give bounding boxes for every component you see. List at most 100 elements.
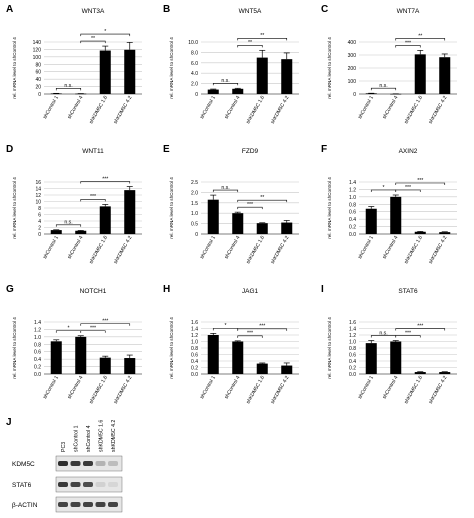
y-tick-label: 0.0 — [349, 232, 356, 238]
x-tick-label: shControl 1 — [199, 375, 217, 400]
x-tick-label: shControl 4 — [223, 375, 241, 400]
x-tick-label: shKDM5C 4.2 — [113, 95, 134, 125]
y-tick-label: 1.6 — [191, 320, 198, 326]
panel-letter: H — [163, 284, 170, 295]
y-tick-label: 1.0 — [191, 340, 198, 346]
significance-bracket — [80, 330, 106, 333]
x-tick-label: shControl 4 — [381, 95, 399, 120]
blot-band — [58, 461, 68, 466]
blot-band — [95, 502, 106, 507]
bar — [281, 59, 293, 94]
x-tick-label: shKDM5C 1.6 — [245, 375, 266, 405]
x-tick-label: shControl 4 — [66, 235, 84, 260]
y-tick-label: 1.0 — [34, 335, 41, 341]
bar — [281, 365, 293, 374]
x-tick-label: shKDM5C 1.6 — [88, 235, 109, 265]
x-tick-label: shControl 1 — [357, 95, 375, 120]
significance-bracket — [237, 335, 263, 338]
significance-bracket — [80, 181, 131, 184]
y-tick-label: 2.0 — [191, 190, 198, 196]
panel-e: E FZD9 0 0.5 1.0 1.5 2.0 2.5 rel. mRNA level to … — [163, 144, 299, 265]
bar — [232, 341, 244, 374]
bar — [207, 199, 219, 234]
y-tick-label: 0.2 — [349, 366, 356, 372]
lane-label: shControl 1 — [74, 425, 80, 452]
y-tick-label: 1.4 — [191, 327, 198, 333]
bar — [232, 213, 244, 234]
significance-label: ** — [91, 36, 95, 42]
y-tick-label: 0.4 — [191, 359, 198, 365]
y-tick-label: 1.2 — [34, 327, 41, 333]
panel-i: I STAT6 0.00.20.40.60.81.01.21.41.6 rel. mR… — [321, 284, 457, 405]
bar — [365, 343, 377, 374]
significance-bracket — [80, 323, 131, 326]
y-tick-label: 0.6 — [34, 350, 41, 356]
panel-letter: F — [321, 144, 327, 155]
y-axis-label: rel. mRNA level to shControl 4 — [327, 37, 332, 99]
blot-band — [83, 502, 93, 507]
significance-label: *** — [405, 40, 411, 46]
significance-label: n.s. — [379, 83, 387, 89]
y-axis-label: rel. mRNA level to shControl 4 — [12, 177, 17, 239]
x-tick-label: shControl 4 — [66, 375, 84, 400]
lane-label: shKDM5C 1.6 — [99, 420, 105, 452]
x-tick-label: shControl 1 — [42, 235, 60, 260]
panel-title: WNT3A — [82, 8, 105, 15]
y-tick-label: 0.0 — [34, 372, 41, 378]
bar — [256, 363, 268, 374]
blot-band — [108, 502, 118, 507]
y-tick-label: 80 — [35, 62, 41, 68]
significance-bracket — [212, 189, 239, 193]
significance-label: * — [224, 323, 226, 329]
y-tick-label: 140 — [33, 40, 42, 46]
x-tick-label: shControl 4 — [223, 95, 241, 120]
blot-band — [83, 482, 93, 487]
significance-label: ** — [418, 33, 422, 39]
panel-letter: J — [6, 417, 12, 428]
y-tick-label: 1.2 — [349, 333, 356, 339]
bar — [99, 50, 111, 94]
blot-band — [58, 502, 68, 507]
bar — [207, 89, 219, 94]
y-tick-label: 0.2 — [191, 366, 198, 372]
y-tick-label: 0.0 — [191, 372, 198, 378]
significance-bracket — [395, 182, 446, 185]
y-tick-label: 10.0 — [188, 40, 198, 46]
significance-label: n.s. — [64, 220, 72, 226]
significance-label: *** — [90, 326, 96, 332]
significance-bracket — [212, 82, 239, 86]
y-tick-label: 1.4 — [349, 180, 356, 186]
y-tick-label: 4.0 — [191, 71, 198, 77]
lane-label: shKDM5C 4.2 — [111, 420, 117, 452]
x-tick-label: shKDM5C 4.2 — [428, 95, 449, 125]
bar — [50, 230, 62, 234]
y-tick-label: 120 — [33, 47, 42, 53]
bar — [390, 341, 402, 374]
panel-letter: A — [6, 4, 13, 15]
y-axis-label: rel. mRNA level to shControl 4 — [169, 37, 174, 99]
y-tick-label: 1.0 — [191, 211, 198, 217]
x-tick-label: shControl 4 — [381, 375, 399, 400]
bar — [439, 57, 451, 94]
bar — [414, 54, 426, 94]
lane-label: shControl 4 — [86, 425, 92, 452]
significance-label: * — [382, 185, 384, 191]
bar — [390, 196, 402, 234]
y-tick-label: 20 — [35, 85, 41, 91]
y-tick-label: 1.5 — [191, 201, 198, 207]
x-tick-label: shKDM5C 1.6 — [403, 235, 424, 265]
significance-label: *** — [90, 194, 96, 200]
y-tick-label: 0.4 — [34, 357, 41, 363]
blot-band — [58, 482, 68, 487]
y-tick-label: 0.0 — [349, 372, 356, 378]
bar — [99, 357, 111, 374]
panel-title: FZD9 — [242, 148, 259, 155]
significance-bracket — [395, 38, 446, 41]
panel-title: WNT7A — [397, 8, 420, 15]
blot-label: β-ACTIN — [12, 502, 38, 509]
bar — [256, 223, 268, 234]
significance-label: *** — [247, 331, 253, 337]
bar — [281, 222, 293, 234]
significance-label: *** — [102, 319, 108, 325]
